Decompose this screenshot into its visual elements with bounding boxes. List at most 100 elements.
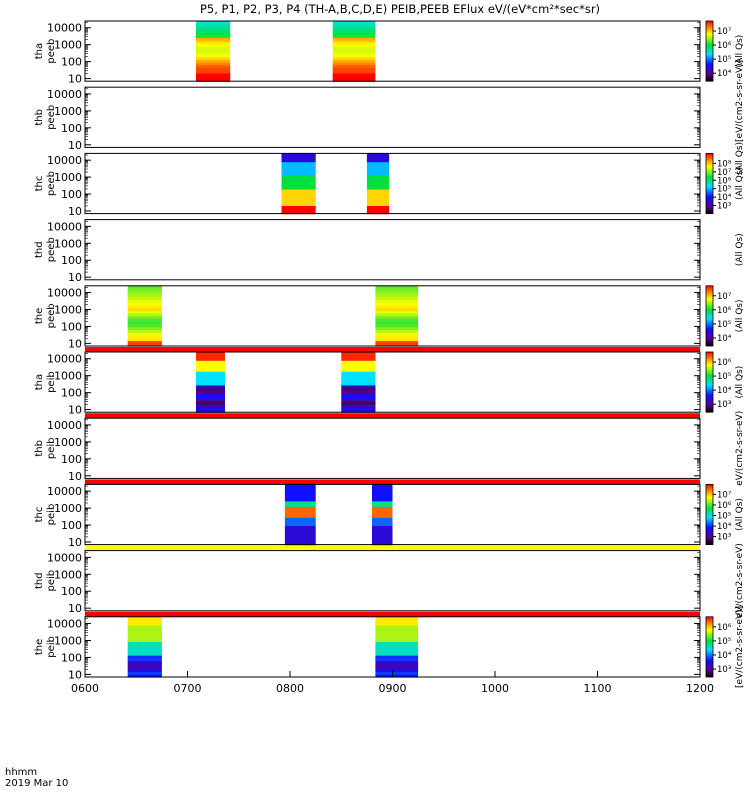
time-axis: 0600 0700 0800 0900 1000 1100 1200 [71, 671, 714, 695]
spectrogram-cell [375, 324, 419, 328]
spectrogram-cell [284, 492, 316, 496]
colorbar-tick-label: 10⁴ [717, 522, 732, 532]
panel-frame [84, 483, 701, 546]
spectrogram-cell [284, 489, 316, 494]
spectrogram-cell [127, 668, 162, 673]
spectrogram-cell [375, 644, 419, 648]
spectrogram-cell [281, 205, 316, 209]
spectrogram-cell [332, 45, 376, 49]
spectrogram-cell [196, 29, 231, 33]
y-tick-label: 1000 [54, 39, 82, 52]
spectrogram-cell [284, 530, 316, 535]
spectrogram-cell [372, 492, 393, 496]
colorbar-tick-label: 10⁵ [717, 372, 731, 382]
panel-ylabel: thc [34, 507, 45, 523]
spectrogram-cell [127, 299, 162, 303]
x-tick-label: 1000 [481, 682, 509, 695]
spectrogram-cell [375, 619, 419, 623]
spectrogram-cell [332, 37, 376, 41]
panel-ylabel: peeb [46, 303, 57, 328]
spectrogram-cell [366, 191, 390, 195]
y-tick-label: 100 [61, 320, 82, 333]
colorbar-tick-label: 10⁴ [717, 334, 732, 344]
spectrogram-cell [281, 189, 316, 193]
status-bar [85, 545, 700, 551]
spectrogram-cell [196, 360, 225, 364]
spectrogram-cell [375, 313, 419, 317]
spectrogram-cell [341, 360, 376, 364]
spectrogram-cell [196, 64, 231, 69]
spectrogram-cell [284, 520, 316, 524]
spectrogram-interval [281, 153, 316, 215]
spectrogram-cell [284, 506, 316, 510]
spectrogram-cell [341, 404, 376, 408]
spectrogram-cell [127, 636, 162, 640]
spectrogram-cell [281, 153, 316, 157]
spectrogram-cell [196, 373, 225, 378]
spectrogram-cell [127, 625, 162, 629]
panel-frame [84, 351, 701, 413]
y-tick-label: 100 [61, 585, 82, 598]
spectrogram-cell [366, 175, 390, 179]
spectrogram-cell [127, 305, 162, 309]
spectrogram-cell [372, 484, 393, 488]
spectrogram-cell [284, 522, 316, 526]
y-tick-label: 10000 [47, 353, 82, 366]
y-tick-label: 10000 [47, 419, 82, 432]
spectrogram-cell [341, 373, 376, 378]
panel-ylabel: thd [34, 241, 45, 258]
spectrogram-cell [284, 500, 316, 505]
y-tick-label: 10 [68, 536, 82, 549]
spectrogram-cell [366, 156, 390, 160]
spectrogram-cell [281, 161, 316, 165]
spectrogram-cell [127, 321, 162, 325]
spectrogram-cell [196, 34, 231, 38]
spectrogram-cell [332, 29, 376, 33]
spectrogram-interval [284, 484, 316, 546]
spectrogram-cell [332, 53, 376, 58]
spectrogram-cell [284, 484, 316, 488]
y-tick-label: 10000 [47, 485, 82, 498]
colorbar-tick-label: 10⁷ [717, 490, 732, 500]
colorbar-label: eV/(cm2-s-sr-eV) [735, 543, 745, 618]
panel-ylabel: peeb [46, 237, 57, 262]
spectrogram-interval [127, 285, 162, 347]
colorbar-tick-label: 10⁴ [717, 386, 732, 396]
spectrogram-cell [372, 503, 393, 507]
spectrogram-cell [127, 619, 162, 623]
spectrogram-cell [366, 161, 390, 165]
panel-ylabel: peeb [46, 105, 57, 130]
spectrogram-cell [127, 674, 162, 678]
spectrogram-cell [366, 186, 390, 190]
spectrogram-cell [375, 343, 419, 347]
spectrogram-cell [372, 530, 393, 535]
panel-ylabel: thb [34, 440, 45, 457]
spectrogram-cell [341, 406, 376, 410]
spectrogram-cell [341, 409, 376, 413]
spectrogram-cell [372, 489, 393, 494]
spectrogram-cell [341, 387, 376, 391]
spectrogram-cell [372, 517, 393, 521]
spectrogram-cell [375, 310, 419, 314]
y-tick-label: 10 [68, 205, 82, 218]
spectrogram-interval [366, 153, 390, 215]
spectrogram-cell [366, 169, 390, 174]
x-tick-label: 0900 [379, 682, 407, 695]
spectrogram-cell [372, 541, 393, 546]
spectrogram-cell [281, 164, 316, 168]
spectrogram-cell [372, 487, 393, 491]
y-tick-label: 1000 [54, 105, 82, 118]
spectrogram-cell [332, 78, 376, 82]
spectrogram-cell [196, 390, 225, 394]
spectrogram-cell [375, 318, 419, 322]
panel-frame [84, 86, 701, 148]
spectrogram-cell [127, 657, 162, 662]
spectrogram-cell [127, 307, 162, 311]
spectrogram-cell [284, 525, 316, 529]
spectrogram-cell [281, 191, 316, 195]
